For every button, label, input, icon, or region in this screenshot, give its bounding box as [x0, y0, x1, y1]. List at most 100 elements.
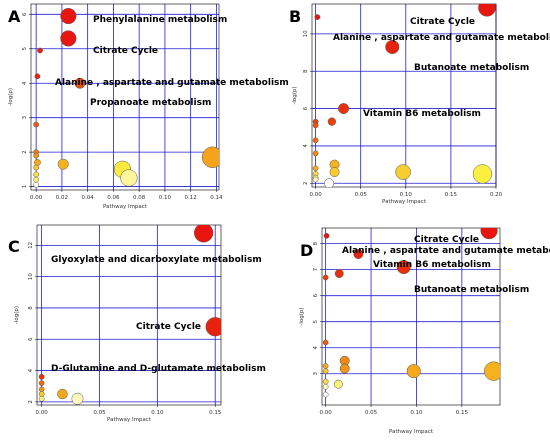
gridlines: [31, 4, 219, 190]
y-axis-label: -log(p): [14, 306, 20, 324]
x-tick-label: 0.00: [30, 195, 43, 201]
x-tick-label: 0.00: [320, 410, 333, 416]
data-point: [33, 121, 40, 128]
plot-frame: [321, 227, 501, 406]
y-tick-label: 4: [28, 368, 34, 372]
gridlines: [312, 4, 497, 187]
data-point: [33, 176, 40, 183]
y-tick-label: 4: [22, 81, 28, 85]
data-point: [38, 386, 45, 393]
data-point: [33, 152, 40, 159]
pathway-annotation: Alanine , aspartate and gutamate metabol…: [342, 246, 550, 256]
y-tick-label: 3: [313, 372, 319, 376]
x-tick-label: 0.15: [209, 410, 222, 416]
x-tick-label: 0.05: [365, 410, 378, 416]
y-tick-label: 4: [313, 345, 319, 349]
y-tick-label: 6: [28, 337, 34, 341]
data-point: [205, 317, 221, 337]
pathway-annotation: Glyoxylate and dicarboxylate metabolism: [51, 255, 262, 265]
pathway-annotation: Citrate Cycle: [136, 322, 201, 332]
x-axis-label: Pathway Impact: [389, 429, 434, 435]
data-point: [406, 364, 421, 379]
x-tick-label: 0.15: [456, 410, 469, 416]
data-point: [329, 167, 340, 177]
y-tick-label: 2: [28, 400, 34, 404]
data-point: [57, 158, 69, 170]
data-point: [339, 363, 350, 374]
pathway-annotation: D-Glutamine and D-glutamate metabolism: [51, 364, 266, 374]
data-point: [57, 388, 68, 400]
points: [312, 4, 496, 187]
pathway-annotation: Citrate Cycle: [410, 17, 475, 27]
panel-letter: D: [300, 241, 313, 260]
data-point: [312, 150, 319, 157]
data-point: [334, 269, 344, 278]
data-point: [33, 181, 40, 188]
x-tick-label: 0.00: [36, 410, 49, 416]
data-point: [33, 171, 40, 178]
y-tick-label: 6: [313, 293, 319, 297]
pathway-annotation: Propanoate metabolism: [90, 98, 211, 108]
data-point: [201, 146, 219, 168]
data-point: [60, 8, 77, 25]
y-tick-label: 1: [22, 185, 28, 189]
data-point: [33, 164, 40, 171]
data-point: [353, 249, 364, 259]
data-point: [38, 395, 45, 402]
y-tick-label: 7: [313, 267, 319, 271]
data-point: [38, 391, 45, 397]
data-point: [322, 383, 329, 390]
data-point: [38, 373, 45, 380]
data-point: [323, 232, 330, 239]
x-tick-label: 0.08: [133, 195, 146, 201]
pathway-annotation: Citrate Cycle: [93, 46, 158, 56]
y-axis-label: -log(p): [292, 86, 298, 104]
panel-letter: C: [8, 237, 20, 256]
data-point: [74, 77, 86, 89]
points: [38, 225, 221, 405]
data-point: [37, 47, 43, 54]
y-tick-label: 6: [22, 12, 28, 16]
data-point: [71, 392, 84, 405]
x-tick-label: 0.15: [445, 192, 458, 198]
x-axis-label: Pathway Impact: [107, 417, 152, 423]
pathway-annotation: Alanine , aspartate and gutamate metabol…: [55, 78, 289, 88]
plot-frame: [30, 3, 220, 191]
data-point: [60, 30, 77, 47]
y-tick-label: 10: [303, 30, 309, 37]
pathway-annotation: Phenylalanine metabolism: [93, 15, 227, 25]
y-axis-label: -log(p): [8, 88, 14, 106]
data-point: [396, 260, 411, 275]
data-point: [395, 164, 411, 180]
x-tick-label: 0.06: [107, 195, 120, 201]
data-point: [120, 169, 138, 187]
data-point: [312, 176, 319, 183]
y-tick-label: 2: [22, 150, 28, 154]
data-point: [338, 103, 350, 115]
x-tick-label: 0.14: [210, 195, 223, 201]
panel-letter: A: [8, 7, 21, 26]
data-point: [385, 39, 400, 54]
data-point: [327, 117, 336, 126]
x-tick-label: 0.12: [185, 195, 197, 201]
y-tick-label: 2: [303, 182, 309, 186]
y-tick-label: 4: [303, 144, 309, 148]
data-point: [34, 159, 41, 166]
gridlines: [37, 225, 221, 405]
x-tick-label: 0.00: [309, 192, 322, 198]
x-tick-label: 0.10: [410, 410, 423, 416]
y-axis-label: -log(p): [299, 307, 305, 325]
data-point: [484, 361, 500, 381]
panel-c: 0.00 0.05 0.10 0.15 2 4 6 8 10 12 Pathway Impact -l…: [8, 224, 266, 423]
x-tick-label: 0.10: [400, 192, 413, 198]
panel-b: 0.00 0.05 0.10 0.15 0.20 2 4 6 8 10 Pathway Impact…: [289, 3, 550, 205]
y-tick-label: 5: [313, 319, 319, 323]
pathway-annotation: Butanoate metabolism: [414, 285, 529, 295]
y-tick-label: 10: [28, 273, 34, 280]
x-tick-label: 0.10: [159, 195, 172, 201]
x-axis-label: Pathway Impact: [382, 199, 427, 205]
data-point: [322, 378, 329, 385]
data-point: [478, 4, 496, 17]
x-tick-label: 0.05: [93, 410, 106, 416]
